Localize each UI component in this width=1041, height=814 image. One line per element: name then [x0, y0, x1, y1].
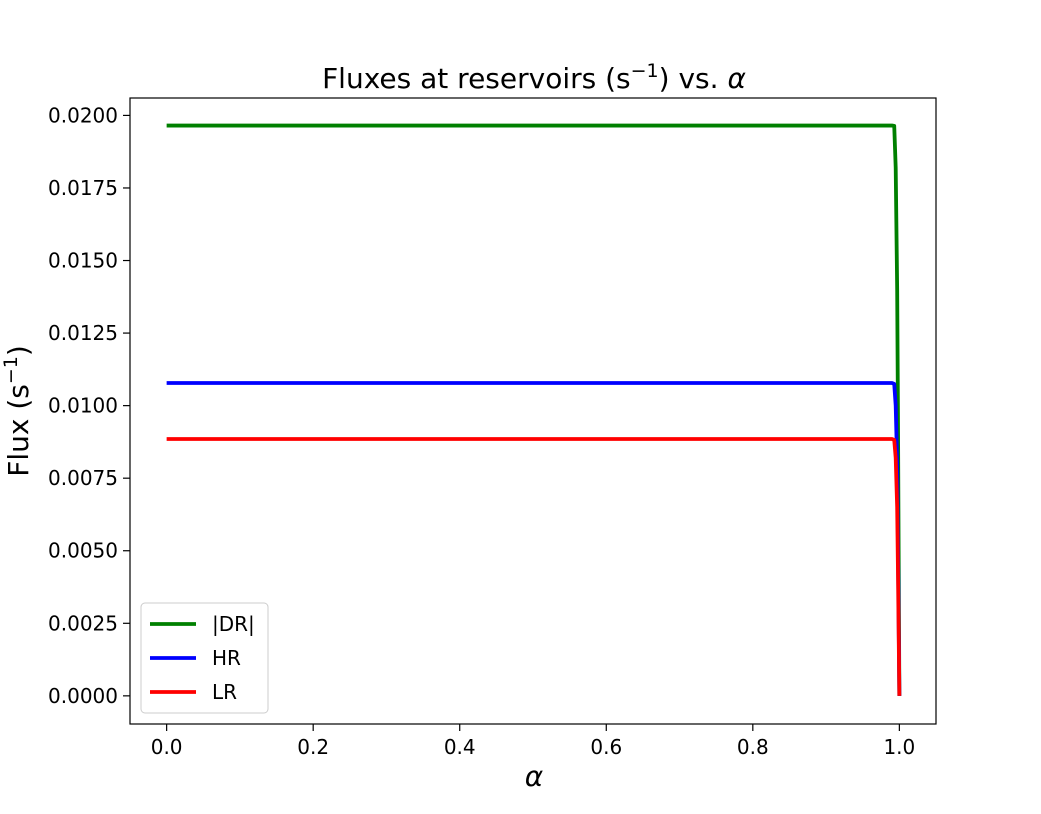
- y-tick-label: 0.0000: [48, 684, 118, 708]
- y-tick-label: 0.0050: [48, 539, 118, 563]
- series-line-hr: [166, 381, 902, 696]
- chart-title: Fluxes at reservoirs (s−1) vs. α: [322, 60, 746, 95]
- y-axis-label: Flux (s−1): [0, 345, 35, 477]
- x-tick-label: 1.0: [883, 735, 915, 759]
- series-layer: [166, 123, 902, 696]
- x-tick-label: 0.0: [151, 735, 183, 759]
- y-tick-label: 0.0025: [48, 611, 118, 635]
- series-line-lr: [166, 437, 902, 696]
- x-tick-label: 0.6: [590, 735, 622, 759]
- y-tick-label: 0.0200: [48, 103, 118, 127]
- x-tick-label: 0.8: [737, 735, 769, 759]
- y-tick-label: 0.0175: [48, 176, 118, 200]
- legend: |DR| HR LR: [140, 602, 269, 714]
- y-tick-label: 0.0075: [48, 466, 118, 490]
- y-tick-label: 0.0100: [48, 394, 118, 418]
- y-axis: 0.0000 0.0025 0.0050 0.0075 0.0100 0.0125 0.01…: [48, 103, 130, 708]
- y-tick-label: 0.0125: [48, 321, 118, 345]
- legend-box: [140, 602, 269, 714]
- x-axis: 0.0 0.2 0.4 0.6 0.8 1.0: [151, 724, 915, 759]
- x-tick-label: 0.4: [444, 735, 476, 759]
- plot-area: [129, 97, 937, 725]
- legend-label-hr: HR: [212, 646, 241, 670]
- x-axis-label: α: [525, 760, 544, 793]
- y-tick-label: 0.0150: [48, 249, 118, 273]
- legend-label-dr: |DR|: [212, 612, 255, 636]
- plot-frame: [129, 97, 937, 725]
- legend-label-lr: LR: [212, 680, 237, 704]
- x-tick-label: 0.2: [297, 735, 329, 759]
- legend-items: |DR| HR LR: [150, 612, 255, 704]
- series-line-dr: [166, 123, 902, 696]
